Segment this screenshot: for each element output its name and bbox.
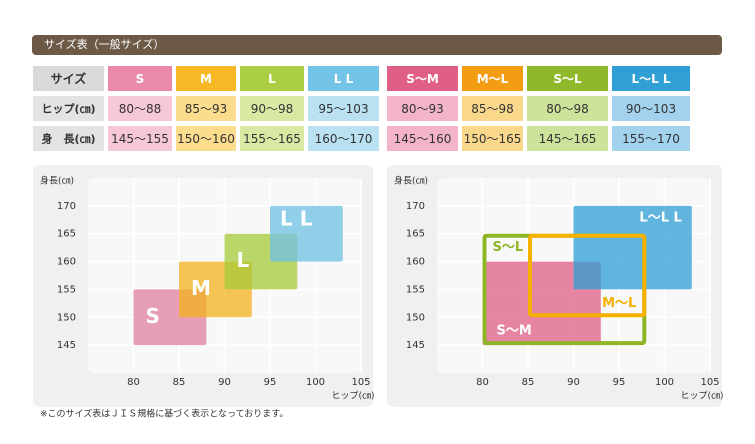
box-label: S (146, 304, 160, 328)
x-tick-label: 105 (700, 377, 719, 388)
box-label: S～M (497, 324, 532, 339)
footnote: ※このサイズ表はＪＩＳ規格に基づく表示となっております。 (40, 408, 288, 420)
cell-text: 145～155 (111, 132, 169, 146)
x-axis-label: ヒップ(㎝) (331, 391, 374, 402)
cell-text: 80～93 (401, 102, 444, 116)
cell (33, 126, 104, 151)
cell (527, 96, 608, 121)
x-tick-label: 80 (476, 377, 489, 388)
cell (33, 96, 104, 121)
x-tick-label: 100 (306, 377, 325, 388)
row-label: 身 長(㎝) (41, 132, 95, 146)
cell (240, 96, 304, 121)
cell-text: 155～165 (243, 132, 301, 146)
size-box (482, 261, 601, 346)
cell-text: 80～98 (546, 102, 589, 116)
size-box (528, 233, 647, 318)
header-cell (176, 66, 236, 91)
cell (108, 96, 172, 121)
cell (387, 126, 458, 151)
y-tick-label: 160 (57, 257, 76, 268)
y-tick-label: 170 (57, 201, 76, 212)
cell (108, 126, 172, 151)
column-header: サイズ (51, 71, 87, 86)
x-tick-label: 95 (264, 377, 277, 388)
box-label: L (237, 248, 250, 272)
header-cell (108, 66, 172, 91)
cell-text: 90～98 (251, 102, 294, 116)
cell-text: 150～160 (177, 132, 235, 146)
size-box (270, 205, 343, 262)
box-label: L L (280, 206, 313, 230)
header-cell (462, 66, 523, 91)
size-box (573, 205, 692, 290)
cell-text: 95～103 (318, 102, 368, 116)
column-header: S～M (406, 72, 439, 86)
row-label: ヒップ(㎝) (41, 102, 95, 116)
header-title: サイズ表（一般サイズ） (44, 37, 164, 51)
x-axis-label: ヒップ(㎝) (680, 391, 723, 402)
cell-text: 85～98 (471, 102, 514, 116)
header-bar (32, 35, 722, 55)
y-tick-label: 165 (406, 229, 425, 240)
cell-text: 90～103 (626, 102, 676, 116)
x-tick-label: 95 (613, 377, 626, 388)
box-label: M (191, 276, 211, 300)
x-tick-label: 90 (218, 377, 231, 388)
x-tick-label: 105 (351, 377, 370, 388)
cell (462, 96, 523, 121)
cell-text: 85～93 (185, 102, 228, 116)
column-header: M～L (477, 72, 509, 86)
header-cell (33, 66, 104, 91)
y-axis-label: 身長(㎝) (40, 175, 74, 187)
y-axis-label: 身長(㎝) (394, 175, 428, 187)
column-header: S～L (553, 72, 582, 86)
y-tick-label: 150 (406, 312, 425, 323)
header-cell (240, 66, 304, 91)
box-label: L～L L (639, 210, 681, 225)
cell-text: 80～88 (119, 102, 162, 116)
header-cell (612, 66, 690, 91)
header-cell (308, 66, 379, 91)
y-tick-label: 170 (406, 201, 425, 212)
cell (462, 126, 523, 151)
y-tick-label: 155 (57, 284, 76, 295)
y-tick-label: 165 (57, 229, 76, 240)
column-header: L (268, 72, 276, 86)
x-tick-label: 80 (127, 377, 140, 388)
cell (240, 126, 304, 151)
cell (387, 96, 458, 121)
cell (612, 96, 690, 121)
box-label: M～L (602, 296, 636, 311)
x-tick-label: 100 (655, 377, 674, 388)
column-header: L L (334, 72, 354, 86)
cell-text: 150～165 (464, 132, 522, 146)
y-tick-label: 160 (406, 257, 425, 268)
column-header: S (136, 72, 145, 86)
box-label: S～L (493, 240, 524, 255)
header-cell (387, 66, 458, 91)
y-tick-label: 145 (57, 340, 76, 351)
cell-text: 145～165 (539, 132, 597, 146)
y-tick-label: 145 (406, 340, 425, 351)
header-cell (527, 66, 608, 91)
cell (308, 96, 379, 121)
cell-text: 145～160 (394, 132, 452, 146)
y-tick-label: 155 (406, 284, 425, 295)
cell-text: 160～170 (315, 132, 373, 146)
cell (176, 126, 236, 151)
y-tick-label: 150 (57, 312, 76, 323)
cell-text: 155～170 (622, 132, 680, 146)
x-tick-label: 90 (567, 377, 580, 388)
cell (308, 126, 379, 151)
column-header: L～L L (631, 72, 670, 86)
cell (612, 126, 690, 151)
column-header: M (200, 72, 212, 86)
x-tick-label: 85 (522, 377, 535, 388)
cell (176, 96, 236, 121)
cell (527, 126, 608, 151)
x-tick-label: 85 (173, 377, 186, 388)
